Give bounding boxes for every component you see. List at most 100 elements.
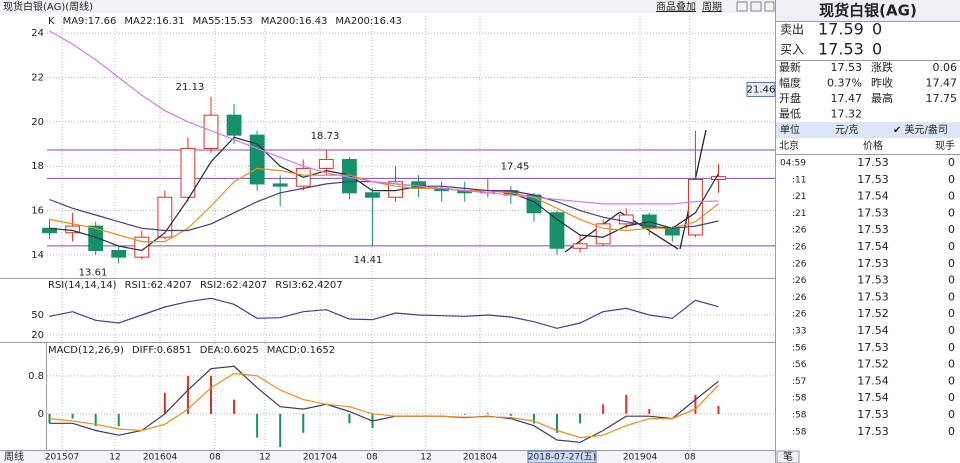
tick-price: 17.53 [857,206,889,219]
tick-time: :26 [792,293,807,303]
tick-header: 现手 [935,139,955,152]
candle-body [549,212,565,249]
period-button[interactable]: 周期 [702,1,722,13]
x-tick-label: 201604 [143,453,178,463]
tick-price: 17.52 [857,358,889,371]
tick-time: :26 [792,259,807,269]
y-tick-label: 0 [38,409,44,420]
tick-price: 17.53 [857,173,889,186]
overlay-button[interactable]: 商品叠加 [656,0,696,13]
y-tick-label: 20 [31,117,44,128]
x-tick-label: 201804 [463,453,498,463]
macd-line [49,365,719,443]
stat-value: 17.53 [831,61,863,74]
candle-body [711,176,726,181]
stat-value: 17.75 [926,92,958,105]
x-tick-label: 12 [109,453,120,463]
stat-label: 最低 [779,108,801,121]
stat-label: 涨跌 [871,60,893,74]
y-tick-label: 14 [31,250,44,261]
tick-time: :58 [792,394,807,404]
legend-entry: MACD(12,26,9) [48,345,124,356]
sell-price: 17.59 [818,20,864,39]
legend-entry: RSI3:62.4207 [275,280,342,291]
stat-label: 昨收 [871,76,893,90]
tick-volume: 0 [948,408,955,421]
quote-title-bar [776,0,960,21]
tick-time: :26 [792,276,807,286]
price-annotation: 14.41 [354,255,383,266]
cursor-date-box [527,450,597,463]
tab[interactable] [776,450,800,463]
tick-volume: 0 [948,358,955,371]
tick-price: 17.53 [857,156,889,169]
candle-body [226,114,242,136]
macd-line [49,372,719,439]
window-button[interactable] [736,1,748,12]
tick-volume: 0 [948,290,955,303]
tick-volume: 0 [948,307,955,320]
legend-entry: RSI1:62.4207 [125,280,192,291]
stat-value: 17.47 [831,92,863,105]
tick-price: 17.54 [857,240,889,253]
stat-label: 最高 [871,91,893,105]
rsi-line [49,297,719,329]
sell-label: 卖出 [780,23,804,37]
window-button[interactable] [764,1,775,12]
tick-volume: 0 [948,240,955,253]
x-tick-label: 08 [366,453,378,463]
tick-volume: 0 [948,206,955,219]
tick-header: 北京 [779,139,799,152]
ma-line [49,30,719,205]
y-tick-label: 50 [31,310,44,321]
candle-body [157,196,173,238]
tick-price: 17.53 [857,223,889,236]
legend-entry: K [48,16,55,27]
buy-volume: 0 [872,40,882,59]
tick-time: :58 [792,427,807,437]
tick-price: 17.54 [857,190,889,203]
price-annotation: 18.73 [311,131,340,142]
tick-volume: 0 [948,274,955,287]
tick-time: :56 [792,343,807,353]
x-tick-label: 201904 [623,453,658,463]
tick-price: 17.53 [857,425,889,438]
unit-option[interactable]: ✔ 美元/盎司 [893,123,948,136]
unit-option[interactable]: 元/克 [835,124,858,136]
candle-body [664,227,680,236]
tick-price: 17.53 [857,341,889,354]
tick-volume: 0 [948,223,955,236]
candle-body [318,159,334,169]
tick-volume: 0 [948,156,955,169]
cursor-price-box [746,81,776,97]
y-tick-label: 20 [31,330,44,341]
tick-price: 17.52 [857,307,889,320]
candle-body [111,249,127,258]
tick-time: :26 [792,226,807,236]
x-tick-label: 12 [259,453,270,463]
tick-price: 17.53 [857,257,889,270]
stat-value: 0.06 [933,61,958,74]
window-button[interactable] [750,1,762,12]
x-tick-label: 08 [209,453,221,463]
legend-entry: MA55:15.53 [193,16,253,27]
legend-entry: MA200:16.43 [261,16,328,27]
period-label: 周线 [4,450,24,463]
stat-label: 幅度 [779,76,801,90]
legend-entry: MA22:16.31 [124,16,184,27]
header-bar [0,0,775,13]
y-tick-label: 18 [31,161,44,172]
x-tick-label: 2018-07-27(五) [528,453,596,463]
x-tick-label: 201704 [303,453,338,463]
tick-price: 17.54 [857,324,889,337]
tick-volume: 0 [948,425,955,438]
tab-label[interactable]: 笔 [783,450,793,463]
stat-value: 17.47 [926,77,958,90]
x-tick-label: 08 [684,453,696,463]
legend-entry: RSI2:62.4207 [200,280,267,291]
tick-time: :58 [792,411,807,421]
legend-entry: MA200:16.43 [335,16,402,27]
y-tick-label: 0.8 [28,371,44,382]
